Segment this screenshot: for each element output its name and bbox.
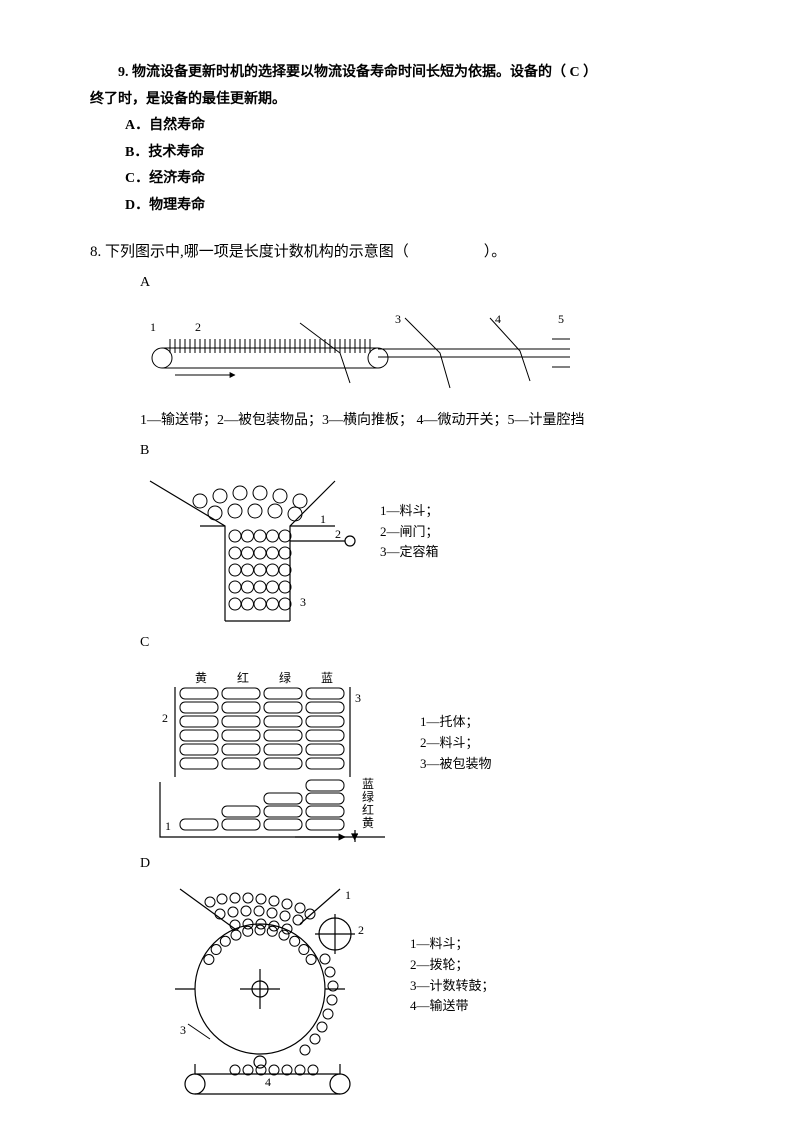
diagram-D: 1 2 3 4 1—料斗； 2—拨轮； 3—计数转鼓； 4—输送带 [140, 884, 710, 1099]
svg-text:蓝: 蓝 [362, 777, 374, 791]
svg-text:蓝: 蓝 [321, 671, 333, 685]
q9-line1: 9. 物流设备更新时机的选择要以物流设备寿命时间长短为依据。设备的（ C ） [90, 60, 710, 87]
legend-C: 1—托体； 2—料斗； 3—被包装物 [420, 712, 492, 774]
label-A: A [140, 270, 710, 297]
label-C: C [140, 630, 710, 657]
svg-text:2: 2 [358, 923, 364, 937]
svg-text:绿: 绿 [279, 670, 291, 685]
legend-D: 1—料斗； 2—拨轮； 3—计数转鼓； 4—输送带 [410, 934, 495, 1017]
label-D: D [140, 851, 710, 878]
svg-text:2: 2 [195, 320, 201, 334]
q8: 8. 下列图示中,哪一项是长度计数机构的示意图（ ）。 A [90, 238, 710, 1099]
label-B: B [140, 438, 710, 465]
svg-text:5: 5 [558, 312, 564, 326]
legend-B: 1—料斗； 2—闸门； 3—定容箱 [380, 501, 439, 563]
svg-text:1: 1 [150, 320, 156, 334]
svg-text:3: 3 [180, 1023, 186, 1037]
svg-text:1: 1 [345, 888, 351, 902]
svg-text:4: 4 [265, 1075, 271, 1089]
svg-text:3: 3 [300, 595, 306, 609]
q9-options: A．自然寿命 B．技术寿命 C．经济寿命 D．物理寿命 [125, 113, 710, 219]
svg-text:红: 红 [362, 802, 374, 817]
svg-text:红: 红 [237, 670, 249, 685]
diagram-B: 1 2 3 1—料斗； 2—闸门； 3—定容箱 [140, 471, 710, 626]
diagram-A: 1 2 3 4 5 [140, 303, 710, 398]
q9-optB: B．技术寿命 [125, 140, 710, 167]
q9-optA: A．自然寿命 [125, 113, 710, 140]
q9-optC: C．经济寿命 [125, 166, 710, 193]
diagram-C: 黄红绿蓝 蓝绿红黄 1 2 3 [140, 662, 710, 847]
svg-text:2: 2 [335, 527, 341, 541]
svg-text:1: 1 [165, 819, 171, 833]
svg-text:4: 4 [495, 312, 501, 326]
svg-text:黄: 黄 [362, 816, 374, 830]
caption-A: 1—输送带；2—被包装物品；3—横向推板； 4—微动开关；5—计量腔挡 [140, 408, 710, 435]
q9-line2: 终了时，是设备的最佳更新期。 [90, 87, 710, 114]
svg-text:2: 2 [162, 711, 168, 725]
svg-text:3: 3 [355, 691, 361, 705]
q9-optD: D．物理寿命 [125, 193, 710, 220]
svg-text:黄: 黄 [195, 671, 207, 685]
svg-text:1: 1 [320, 512, 326, 526]
svg-text:3: 3 [395, 312, 401, 326]
q8-stem: 8. 下列图示中,哪一项是长度计数机构的示意图（ ）。 [90, 238, 710, 267]
svg-text:绿: 绿 [362, 789, 374, 804]
